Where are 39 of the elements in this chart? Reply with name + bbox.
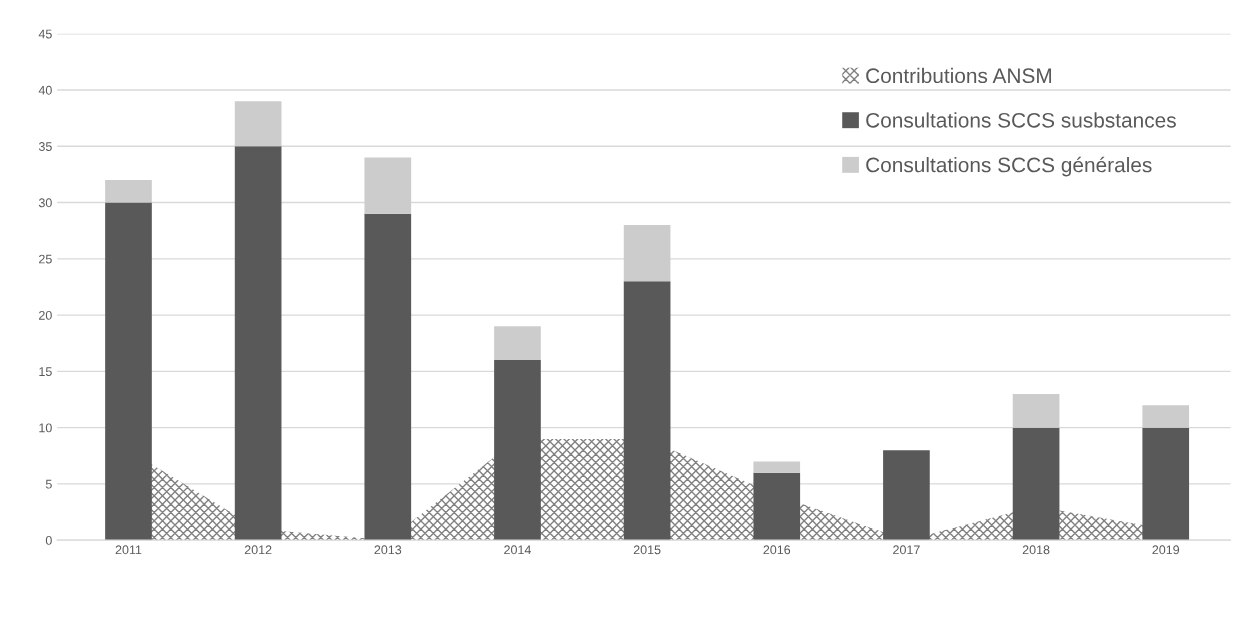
- y-tick-label: 40: [38, 85, 52, 95]
- bar: [1142, 405, 1190, 428]
- bar: [753, 472, 801, 541]
- bar: [1012, 393, 1060, 428]
- x-tick-label: 2014: [504, 545, 531, 555]
- bar: [105, 180, 152, 203]
- bar: [234, 101, 282, 147]
- bar: [494, 326, 541, 361]
- bar: [1142, 427, 1190, 541]
- bar: [494, 360, 541, 541]
- y-tick-label: 10: [39, 423, 52, 433]
- bar: [883, 450, 930, 541]
- y-tick-label: 5: [45, 479, 52, 489]
- x-tick-label: 2015: [633, 545, 661, 555]
- bar: [753, 461, 801, 473]
- bar: [105, 202, 152, 541]
- y-tick-label: 35: [38, 142, 52, 151]
- x-tick-label: 2018: [1022, 545, 1050, 555]
- bar: [1012, 427, 1060, 541]
- y-tick-label: 20: [39, 310, 52, 320]
- y-tick-label: 0: [45, 535, 52, 545]
- x-tick-label: 2017: [893, 545, 920, 555]
- bar: [364, 157, 412, 214]
- x-tick-label: 2016: [763, 545, 791, 555]
- legend-label: Consultations SCCS susbstances: [866, 112, 1176, 128]
- bar: [364, 213, 412, 541]
- x-tick-label: 2012: [244, 545, 272, 555]
- y-tick-label: 15: [39, 367, 52, 377]
- bar: [623, 281, 671, 541]
- legend-label: Consultations SCCS générales: [866, 156, 1152, 177]
- x-tick-label: 2011: [115, 545, 142, 555]
- bar: [234, 146, 282, 541]
- y-tick-label: 25: [39, 254, 52, 264]
- x-tick-label: 2013: [374, 545, 402, 555]
- x-tick-label: 2019: [1152, 545, 1180, 555]
- legend-label: Contributions ANSM: [866, 67, 1052, 84]
- y-tick-label: 45: [38, 29, 52, 39]
- bar: [623, 225, 671, 282]
- y-tick-label: 30: [38, 198, 52, 208]
